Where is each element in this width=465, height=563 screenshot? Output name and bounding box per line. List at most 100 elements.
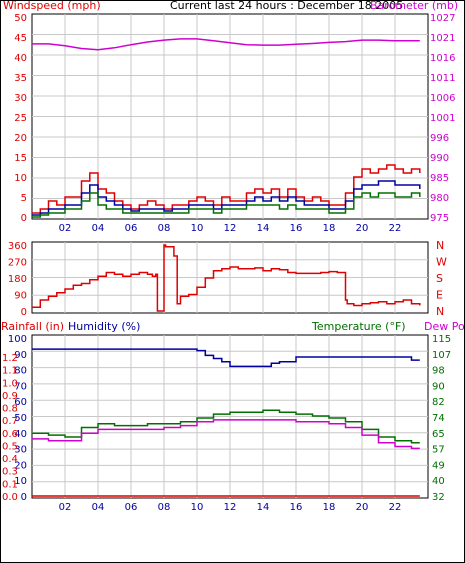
wind-x-tick: 14 [257, 223, 270, 234]
climate-x-tick: 22 [389, 502, 402, 513]
rain-y-tick: 0.7 [2, 416, 18, 427]
rain-y-tick: 0.3 [2, 467, 18, 478]
compass-label: N [436, 239, 444, 252]
barometer-y-tick: 980 [430, 193, 449, 204]
barometer-y-tick: 1001 [430, 113, 455, 124]
direction-y-tick: 180 [8, 274, 27, 285]
climate-x-tick: 14 [257, 502, 270, 513]
rain-y-tick: 0.8 [2, 404, 18, 415]
compass-label: W [436, 256, 447, 269]
rain-y-tick: 0.9 [2, 391, 18, 402]
barometer-y-tick: 990 [430, 153, 449, 164]
temperature-y-tick: 40 [432, 476, 445, 487]
climate-x-tick: 10 [191, 502, 204, 513]
temperature-axis-label: Temperature (°F) [311, 320, 406, 333]
temperature-y-tick: 57 [432, 445, 445, 456]
wind-y-tick: 5 [21, 193, 27, 204]
wind-x-tick: 02 [59, 223, 72, 234]
wind-y-tick: 50 [14, 13, 27, 24]
temperature-y-tick: 98 [432, 366, 445, 377]
temperature-y-tick: 65 [432, 429, 445, 440]
dewpoint-axis-label: Dew Point [424, 320, 465, 333]
climate-x-tick: 18 [323, 502, 336, 513]
wind-y-tick: 45 [14, 33, 27, 44]
temperature-y-tick: 82 [432, 397, 445, 408]
humidity-y-tick: 100 [8, 334, 27, 345]
climate-x-tick: 02 [59, 502, 72, 513]
humidity-y-tick: 80 [14, 366, 27, 377]
compass-label: S [436, 272, 443, 285]
wind-y-tick: 15 [14, 153, 27, 164]
temperature-y-tick: 90 [432, 381, 445, 392]
wind-x-tick: 22 [389, 223, 402, 234]
barometer-axis-label: Barometer (mb) [370, 0, 458, 12]
humidity-y-tick: 50 [14, 413, 27, 424]
wind-y-tick: 10 [14, 173, 27, 184]
temperature-y-tick: 107 [432, 350, 451, 361]
wind-x-tick: 12 [224, 223, 237, 234]
wind-y-tick: 25 [14, 113, 27, 124]
humidity-y-tick: 0 [21, 492, 27, 503]
barometer-y-tick: 1011 [430, 73, 455, 84]
compass-label: E [436, 289, 443, 302]
wind-x-tick: 08 [158, 223, 171, 234]
temperature-y-tick: 49 [432, 460, 445, 471]
wind-x-tick: 18 [323, 223, 336, 234]
climate-x-tick: 20 [356, 502, 369, 513]
climate-x-tick: 12 [224, 502, 237, 513]
humidity-axis-label: Humidity (%) [68, 320, 140, 333]
wind-y-tick: 35 [14, 73, 27, 84]
wind-x-tick: 20 [356, 223, 369, 234]
barometer-y-tick: 1016 [430, 53, 455, 64]
direction-line [32, 244, 421, 312]
direction-y-tick: 270 [8, 258, 27, 269]
wind-x-tick: 06 [125, 223, 138, 234]
barometer-y-tick: 1021 [430, 33, 455, 44]
wind-y-tick: 20 [14, 133, 27, 144]
humidity-y-tick: 10 [14, 476, 27, 487]
direction-y-tick: 0 [21, 307, 27, 318]
wind-x-tick: 16 [290, 223, 303, 234]
rain-y-tick: 0.4 [2, 454, 18, 465]
barometer-y-tick: 1006 [430, 93, 455, 104]
rain-y-tick: 0.0 [2, 492, 18, 503]
climate-x-tick: 04 [92, 502, 105, 513]
rain-y-tick: 1.1 [2, 366, 18, 377]
barometer-line [32, 38, 420, 51]
humidity-y-tick: 30 [14, 445, 27, 456]
rain-y-tick: 0.6 [2, 429, 18, 440]
temperature-y-tick: 115 [432, 334, 451, 345]
barometer-y-tick: 985 [430, 173, 449, 184]
climate-x-tick: 08 [158, 502, 171, 513]
wind-series-line [32, 192, 421, 218]
barometer-y-tick: 996 [430, 133, 449, 144]
chart-title: Current last 24 hours : December 18 2005 [170, 0, 403, 12]
wind-x-tick: 10 [191, 223, 204, 234]
direction-y-tick: 90 [14, 291, 27, 302]
windspeed-axis-label: Windspeed (mph) [3, 0, 101, 12]
temperature-y-tick: 74 [432, 413, 445, 424]
rainfall-axis-label: Rainfall (in) [1, 320, 64, 333]
rain-y-tick: 1.0 [2, 378, 18, 389]
rain-y-tick: 0.1 [2, 479, 18, 490]
rain-y-tick: 1.2 [2, 353, 18, 364]
wind-y-tick: 40 [14, 53, 27, 64]
climate-x-tick: 06 [125, 502, 138, 513]
direction-y-tick: 360 [8, 241, 27, 252]
temperature-y-tick: 32 [432, 492, 445, 503]
humidity-y-tick: 40 [14, 429, 27, 440]
wind-y-tick: 30 [14, 93, 27, 104]
wind-x-tick: 04 [92, 223, 105, 234]
dewpoint-line [32, 419, 420, 450]
humidity-y-tick: 70 [14, 381, 27, 392]
climate-x-tick: 16 [290, 502, 303, 513]
humidity-y-tick: 90 [14, 350, 27, 361]
humidity-y-tick: 60 [14, 397, 27, 408]
humidity-line [32, 348, 420, 368]
barometer-y-tick: 1027 [430, 13, 455, 24]
wind-y-tick: 0 [21, 213, 27, 224]
humidity-y-tick: 20 [14, 460, 27, 471]
barometer-y-tick: 975 [430, 213, 449, 224]
rain-y-tick: 0.5 [2, 441, 18, 452]
